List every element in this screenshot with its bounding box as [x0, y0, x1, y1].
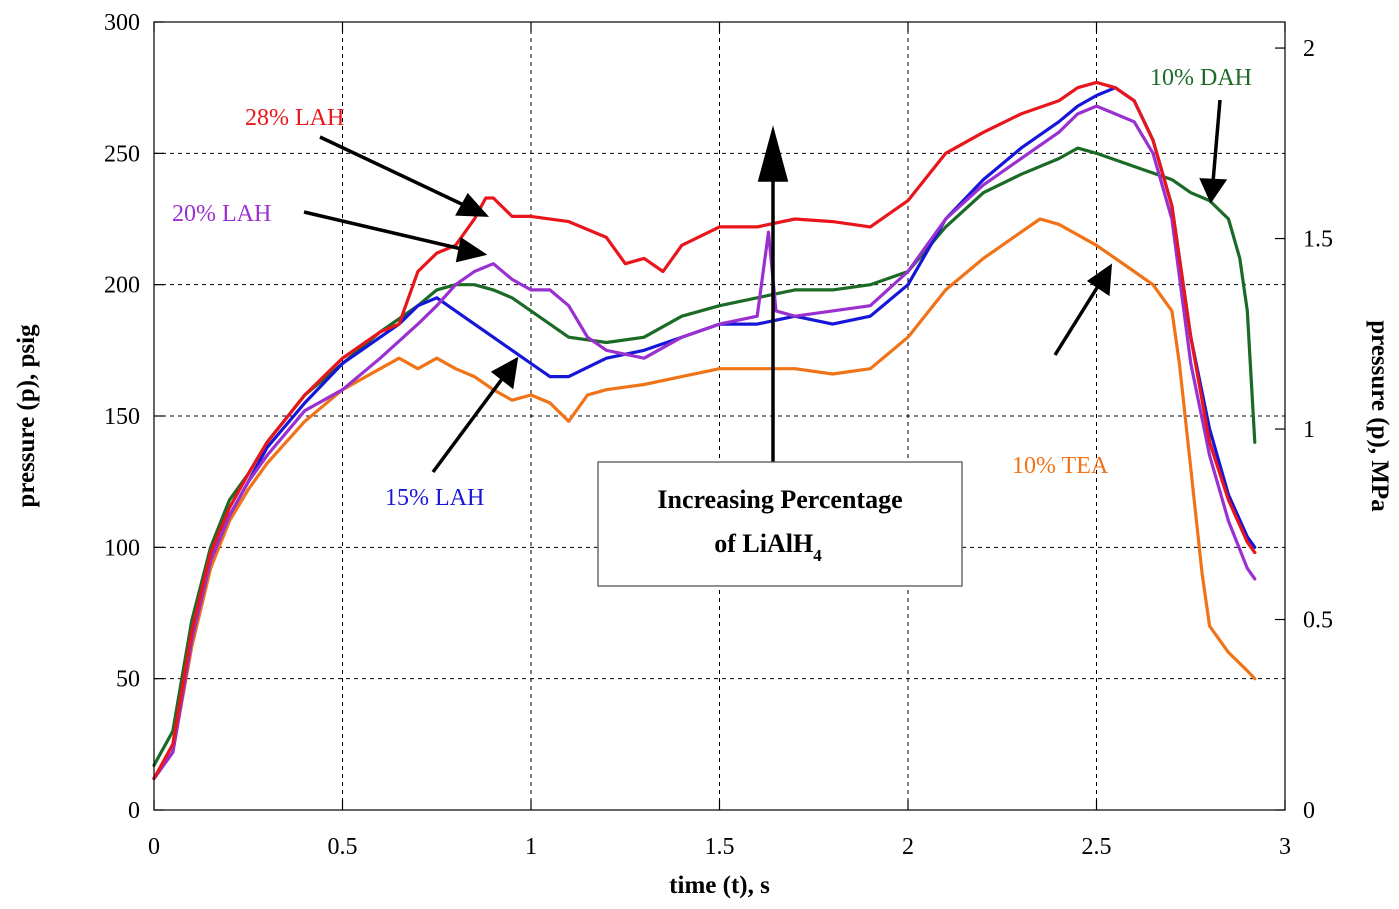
label-20-lah: 20% LAH	[172, 201, 271, 227]
arrow-20-lah	[303, 210, 467, 252]
x-tick-label: 1	[525, 834, 537, 860]
x-tick-label: 3	[1279, 834, 1291, 860]
y-tick-label: 300	[104, 10, 140, 36]
annotation-arrows	[303, 99, 1228, 474]
y-right-tick-label: 0.5	[1303, 608, 1333, 634]
series-line-15-lah	[152, 86, 1257, 781]
label-28-lah: 28% LAH	[245, 105, 344, 131]
y-right-tick-label: 1.5	[1303, 227, 1333, 253]
y-tick-label: 50	[116, 667, 140, 693]
series-line-20-lah	[152, 104, 1257, 781]
y-right-tick-label: 0	[1303, 798, 1315, 824]
x-axis-title: time (t), s	[669, 872, 770, 899]
label-10-dah: 10% DAH	[1150, 65, 1252, 91]
arrowhead-increasing	[757, 125, 789, 182]
y-right-tick-label: 1	[1303, 417, 1315, 443]
arrowhead-15-lah	[490, 356, 519, 390]
arrowhead-20-lah	[455, 237, 488, 263]
note-line2: of LiAlH4	[714, 529, 822, 565]
note-line1: Increasing Percentage	[657, 485, 902, 514]
label-15-lah: 15% LAH	[385, 485, 484, 511]
y-tick-label: 150	[104, 404, 140, 430]
arrow-15-lah	[431, 373, 507, 474]
axis-ticks	[153, 21, 1286, 811]
y-right-tick-label: 2	[1303, 36, 1315, 62]
arrow-10-dah	[1211, 99, 1222, 183]
y-axis-right-title: pressure (p), MPa	[1366, 320, 1393, 512]
y-tick-label: 250	[104, 141, 140, 167]
annotations: 28% LAH 20% LAH 15% LAH 10% DAH 10% TEA …	[172, 65, 1252, 587]
note-line2-subscript: 4	[813, 546, 822, 565]
x-tick-label: 2.5	[1082, 834, 1112, 860]
note-box	[597, 461, 963, 587]
y-tick-label: 200	[104, 273, 140, 299]
x-tick-label: 2	[902, 834, 914, 860]
note-line2-main: of LiAlH	[714, 529, 813, 558]
arrowhead-28-lah	[455, 193, 490, 217]
x-tick-label: 0	[148, 834, 160, 860]
y-tick-label: 0	[128, 798, 140, 824]
arrowhead-10-dah	[1199, 178, 1228, 204]
arrowhead-10-tea	[1086, 263, 1113, 297]
arrow-28-lah	[319, 135, 471, 210]
arrow-10-tea	[1053, 282, 1102, 356]
y-tick-label: 100	[104, 535, 140, 561]
series-line-10-tea	[152, 217, 1257, 781]
series-line-28-lah	[152, 80, 1257, 781]
x-tick-label: 1.5	[705, 834, 735, 860]
x-tick-label: 0.5	[328, 834, 358, 860]
series-lines	[152, 80, 1257, 781]
y-axis-title: pressure (p), psig	[13, 324, 40, 508]
label-10-tea: 10% TEA	[1012, 453, 1109, 479]
